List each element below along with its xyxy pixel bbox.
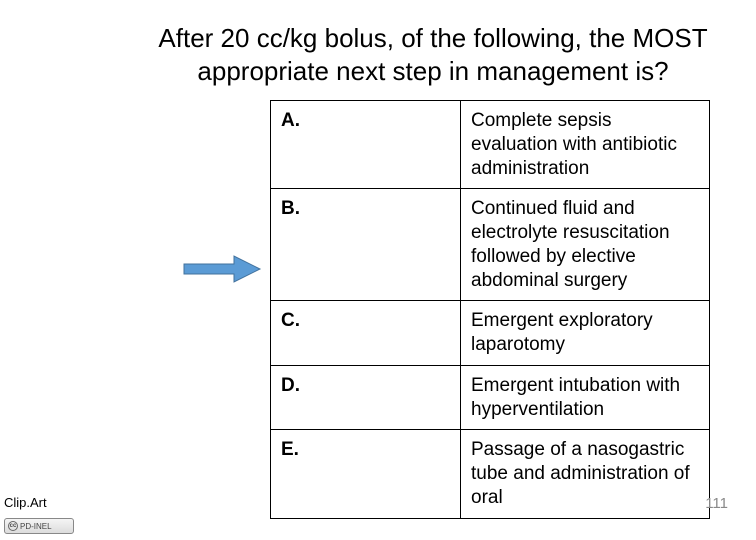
- option-row: B. Continued fluid and electrolyte resus…: [271, 189, 710, 301]
- option-letter: D.: [271, 365, 461, 430]
- option-text: Continued fluid and electrolyte resuscit…: [461, 189, 710, 301]
- option-text: Complete sepsis evaluation with antibiot…: [461, 101, 710, 189]
- options-table-wrap: A. Complete sepsis evaluation with antib…: [270, 100, 710, 519]
- option-letter: A.: [271, 101, 461, 189]
- cc-icon: cc: [8, 521, 18, 531]
- question-title: After 20 cc/kg bolus, of the following, …: [140, 22, 726, 87]
- license-text: PD-INEL: [20, 522, 52, 531]
- option-letter: C.: [271, 301, 461, 366]
- clipart-attribution: Clip.Art: [4, 495, 47, 510]
- option-text: Emergent exploratory laparotomy: [461, 301, 710, 366]
- option-letter: E.: [271, 430, 461, 518]
- option-row: C. Emergent exploratory laparotomy: [271, 301, 710, 366]
- answer-arrow: [182, 254, 262, 284]
- license-badge: cc PD-INEL: [4, 518, 74, 534]
- arrow-polygon: [184, 256, 260, 282]
- option-row: D. Emergent intubation with hyperventila…: [271, 365, 710, 430]
- option-text: Emergent intubation with hyperventilatio…: [461, 365, 710, 430]
- option-text: Passage of a nasogastric tube and admini…: [461, 430, 710, 518]
- page-number: 111: [705, 495, 728, 512]
- option-letter: B.: [271, 189, 461, 301]
- options-table: A. Complete sepsis evaluation with antib…: [270, 100, 710, 519]
- slide: After 20 cc/kg bolus, of the following, …: [0, 0, 756, 540]
- option-row: A. Complete sepsis evaluation with antib…: [271, 101, 710, 189]
- option-row: E. Passage of a nasogastric tube and adm…: [271, 430, 710, 518]
- arrow-right-icon: [182, 254, 262, 284]
